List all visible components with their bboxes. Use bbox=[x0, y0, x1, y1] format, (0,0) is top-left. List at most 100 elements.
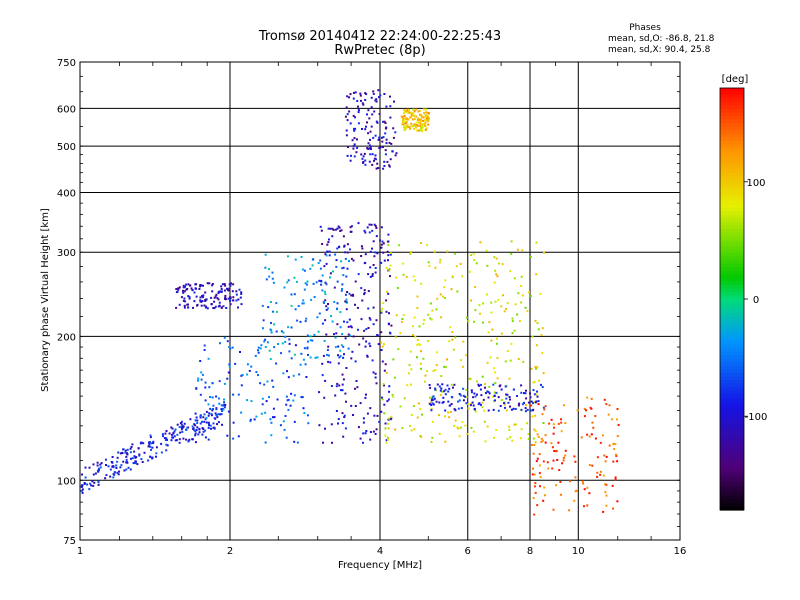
echo-point bbox=[200, 378, 203, 381]
echo-point bbox=[383, 369, 386, 372]
colorbar-segment bbox=[720, 341, 744, 346]
echo-point bbox=[336, 302, 339, 305]
echo-point bbox=[374, 376, 377, 379]
echo-point bbox=[616, 435, 619, 438]
echo-point bbox=[99, 466, 102, 469]
echo-point bbox=[200, 300, 203, 303]
echo-point bbox=[150, 442, 153, 445]
colorbar-segment bbox=[720, 422, 744, 427]
echo-point bbox=[520, 391, 523, 394]
echo-point bbox=[342, 356, 345, 359]
echo-point bbox=[394, 131, 397, 134]
colorbar-segment bbox=[720, 263, 744, 268]
echo-point bbox=[443, 286, 446, 289]
echo-point bbox=[212, 422, 215, 425]
echo-point bbox=[602, 510, 605, 513]
echo-point bbox=[306, 280, 309, 283]
echo-point bbox=[573, 499, 576, 502]
echo-point bbox=[367, 307, 370, 310]
echo-point bbox=[495, 337, 498, 340]
echo-point bbox=[119, 452, 122, 455]
echo-point bbox=[451, 331, 454, 333]
echo-point bbox=[539, 476, 542, 478]
echo-point bbox=[473, 392, 476, 395]
echo-point bbox=[402, 262, 405, 265]
colorbar-tick-label: 100 bbox=[746, 178, 765, 189]
echo-point bbox=[228, 363, 231, 366]
echo-point bbox=[218, 380, 221, 383]
echo-point bbox=[88, 488, 91, 491]
echo-point bbox=[105, 474, 108, 477]
phase-info-heading: Phases bbox=[629, 23, 661, 33]
echo-point bbox=[421, 126, 424, 129]
echo-point bbox=[361, 247, 364, 250]
echo-point bbox=[503, 403, 506, 406]
echo-point bbox=[239, 296, 242, 299]
colorbar-segment bbox=[720, 175, 744, 181]
echo-point bbox=[494, 269, 497, 272]
echo-point bbox=[312, 282, 315, 285]
echo-point bbox=[211, 409, 214, 412]
echo-point bbox=[385, 142, 388, 145]
echo-point bbox=[221, 283, 224, 286]
echo-point bbox=[143, 451, 146, 454]
echo-point bbox=[142, 442, 145, 445]
echo-point bbox=[436, 297, 439, 300]
echo-point bbox=[500, 332, 503, 335]
echo-point bbox=[516, 313, 519, 316]
echo-point bbox=[229, 347, 232, 350]
echo-point bbox=[261, 397, 264, 400]
colorbar-segment bbox=[720, 186, 744, 191]
echo-point bbox=[176, 423, 179, 426]
echo-point bbox=[388, 385, 391, 388]
echo-point bbox=[217, 421, 220, 424]
echo-point bbox=[442, 295, 444, 298]
echo-point bbox=[420, 129, 423, 132]
echo-point bbox=[420, 350, 422, 353]
echo-point bbox=[471, 401, 474, 404]
echo-point bbox=[457, 407, 460, 410]
echo-point bbox=[563, 404, 565, 407]
colorbar-segment bbox=[720, 302, 744, 307]
colorbar-segment bbox=[720, 386, 744, 392]
echo-point bbox=[211, 414, 213, 417]
echo-point bbox=[590, 397, 593, 400]
echo-point bbox=[211, 283, 214, 285]
echo-point bbox=[338, 245, 341, 248]
echo-point bbox=[612, 442, 615, 445]
echo-point bbox=[348, 292, 351, 295]
echo-point bbox=[378, 113, 381, 115]
echo-point bbox=[448, 340, 451, 343]
echo-point bbox=[529, 396, 532, 399]
echo-point bbox=[270, 322, 272, 324]
echo-point bbox=[116, 456, 119, 459]
echo-point bbox=[450, 288, 453, 291]
echo-point bbox=[341, 389, 344, 392]
echo-point bbox=[372, 264, 375, 266]
echo-point bbox=[165, 443, 168, 446]
echo-point bbox=[125, 468, 128, 471]
echo-point bbox=[402, 126, 405, 129]
echo-point bbox=[616, 500, 619, 503]
echo-point bbox=[265, 400, 268, 403]
echo-point bbox=[404, 127, 407, 130]
echo-point bbox=[381, 140, 384, 143]
echo-point bbox=[361, 128, 363, 130]
echo-point bbox=[334, 346, 337, 349]
y-tick-label: 200 bbox=[57, 332, 76, 343]
echo-point bbox=[232, 421, 235, 424]
echo-point bbox=[327, 345, 330, 348]
echo-point bbox=[406, 110, 409, 113]
echo-point bbox=[487, 409, 490, 412]
echo-point bbox=[352, 145, 355, 148]
echo-point bbox=[372, 306, 375, 309]
echo-point bbox=[374, 134, 377, 137]
echo-point bbox=[472, 404, 475, 407]
echo-point bbox=[349, 122, 352, 125]
echo-point bbox=[359, 94, 362, 97]
echo-point bbox=[181, 430, 184, 433]
echo-point bbox=[152, 440, 155, 443]
echo-point bbox=[588, 435, 591, 438]
echo-point bbox=[432, 403, 435, 406]
echo-point bbox=[132, 462, 135, 465]
